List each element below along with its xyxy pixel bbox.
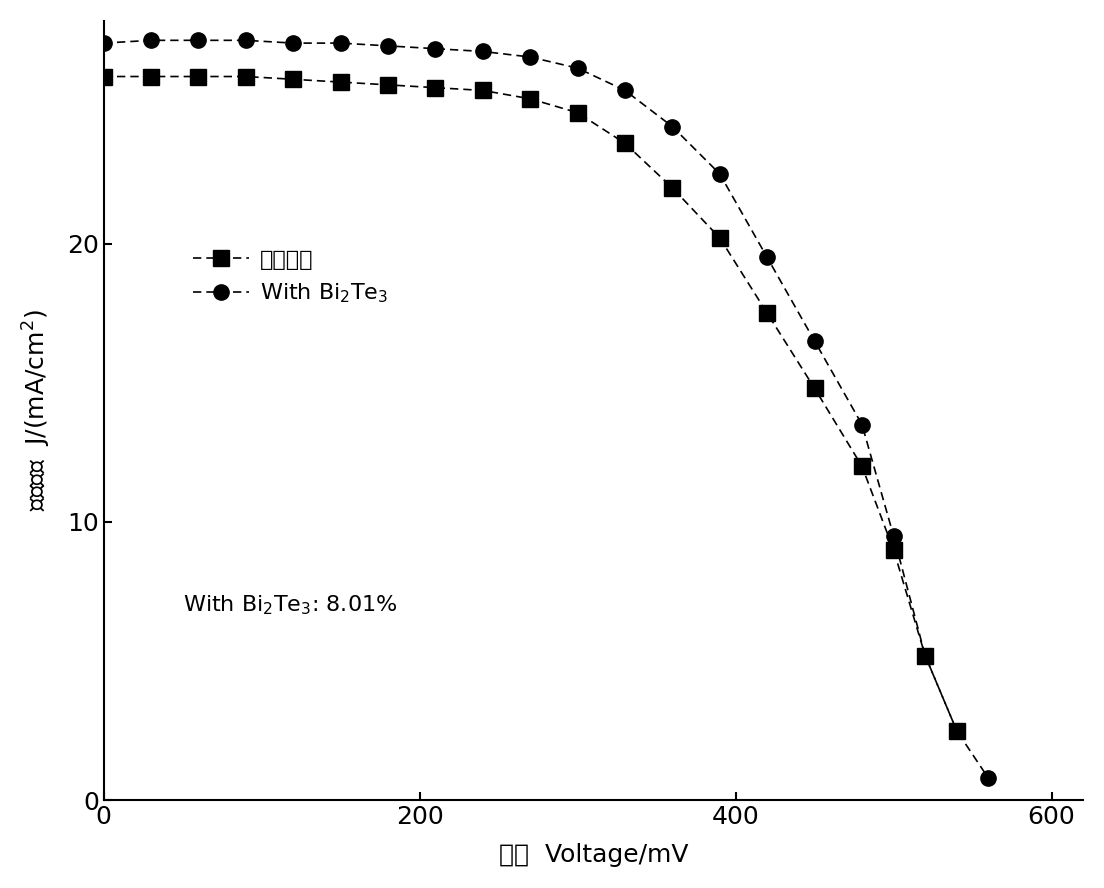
现有技术 [476, 85, 489, 96]
Y-axis label: 短路电流  J/(mA/cm$^2$): 短路电流 J/(mA/cm$^2$) [21, 310, 53, 511]
Text: With Bi$_2$Te$_3$: 8.01%: With Bi$_2$Te$_3$: 8.01% [182, 593, 397, 616]
Line: 现有技术: 现有技术 [96, 69, 965, 739]
With Bi$_2$Te$_3$ [381, 41, 394, 52]
With Bi$_2$Te$_3$ [145, 35, 158, 45]
现有技术 [287, 74, 300, 84]
Legend: 现有技术, With Bi$_2$Te$_3$: 现有技术, With Bi$_2$Te$_3$ [193, 250, 388, 305]
X-axis label: 电压  Voltage/mV: 电压 Voltage/mV [499, 844, 688, 868]
With Bi$_2$Te$_3$ [761, 252, 774, 263]
现有技术 [335, 76, 348, 87]
现有技术 [240, 71, 253, 82]
现有技术 [523, 93, 537, 104]
现有技术 [618, 138, 631, 148]
With Bi$_2$Te$_3$ [713, 169, 726, 179]
With Bi$_2$Te$_3$ [919, 650, 932, 661]
现有技术 [951, 725, 964, 736]
With Bi$_2$Te$_3$ [571, 63, 584, 74]
With Bi$_2$Te$_3$ [476, 46, 489, 57]
With Bi$_2$Te$_3$ [97, 38, 110, 49]
With Bi$_2$Te$_3$ [428, 44, 442, 54]
With Bi$_2$Te$_3$ [335, 38, 348, 49]
With Bi$_2$Te$_3$ [287, 38, 300, 49]
现有技术 [571, 107, 584, 118]
现有技术 [713, 233, 726, 243]
With Bi$_2$Te$_3$ [192, 35, 205, 45]
现有技术 [192, 71, 205, 82]
现有技术 [887, 544, 900, 555]
现有技术 [381, 80, 394, 91]
With Bi$_2$Te$_3$ [523, 52, 537, 62]
现有技术 [145, 71, 158, 82]
现有技术 [428, 83, 442, 93]
现有技术 [808, 383, 821, 393]
现有技术 [919, 650, 932, 661]
With Bi$_2$Te$_3$ [240, 35, 253, 45]
现有技术 [97, 71, 110, 82]
With Bi$_2$Te$_3$ [618, 85, 631, 96]
现有技术 [761, 308, 774, 319]
现有技术 [666, 183, 679, 194]
With Bi$_2$Te$_3$ [887, 531, 900, 542]
With Bi$_2$Te$_3$ [856, 419, 869, 430]
With Bi$_2$Te$_3$ [666, 122, 679, 132]
Line: With Bi$_2$Te$_3$: With Bi$_2$Te$_3$ [96, 33, 996, 786]
现有技术 [856, 461, 869, 472]
With Bi$_2$Te$_3$ [981, 773, 995, 783]
With Bi$_2$Te$_3$ [808, 336, 821, 346]
With Bi$_2$Te$_3$ [951, 725, 964, 736]
